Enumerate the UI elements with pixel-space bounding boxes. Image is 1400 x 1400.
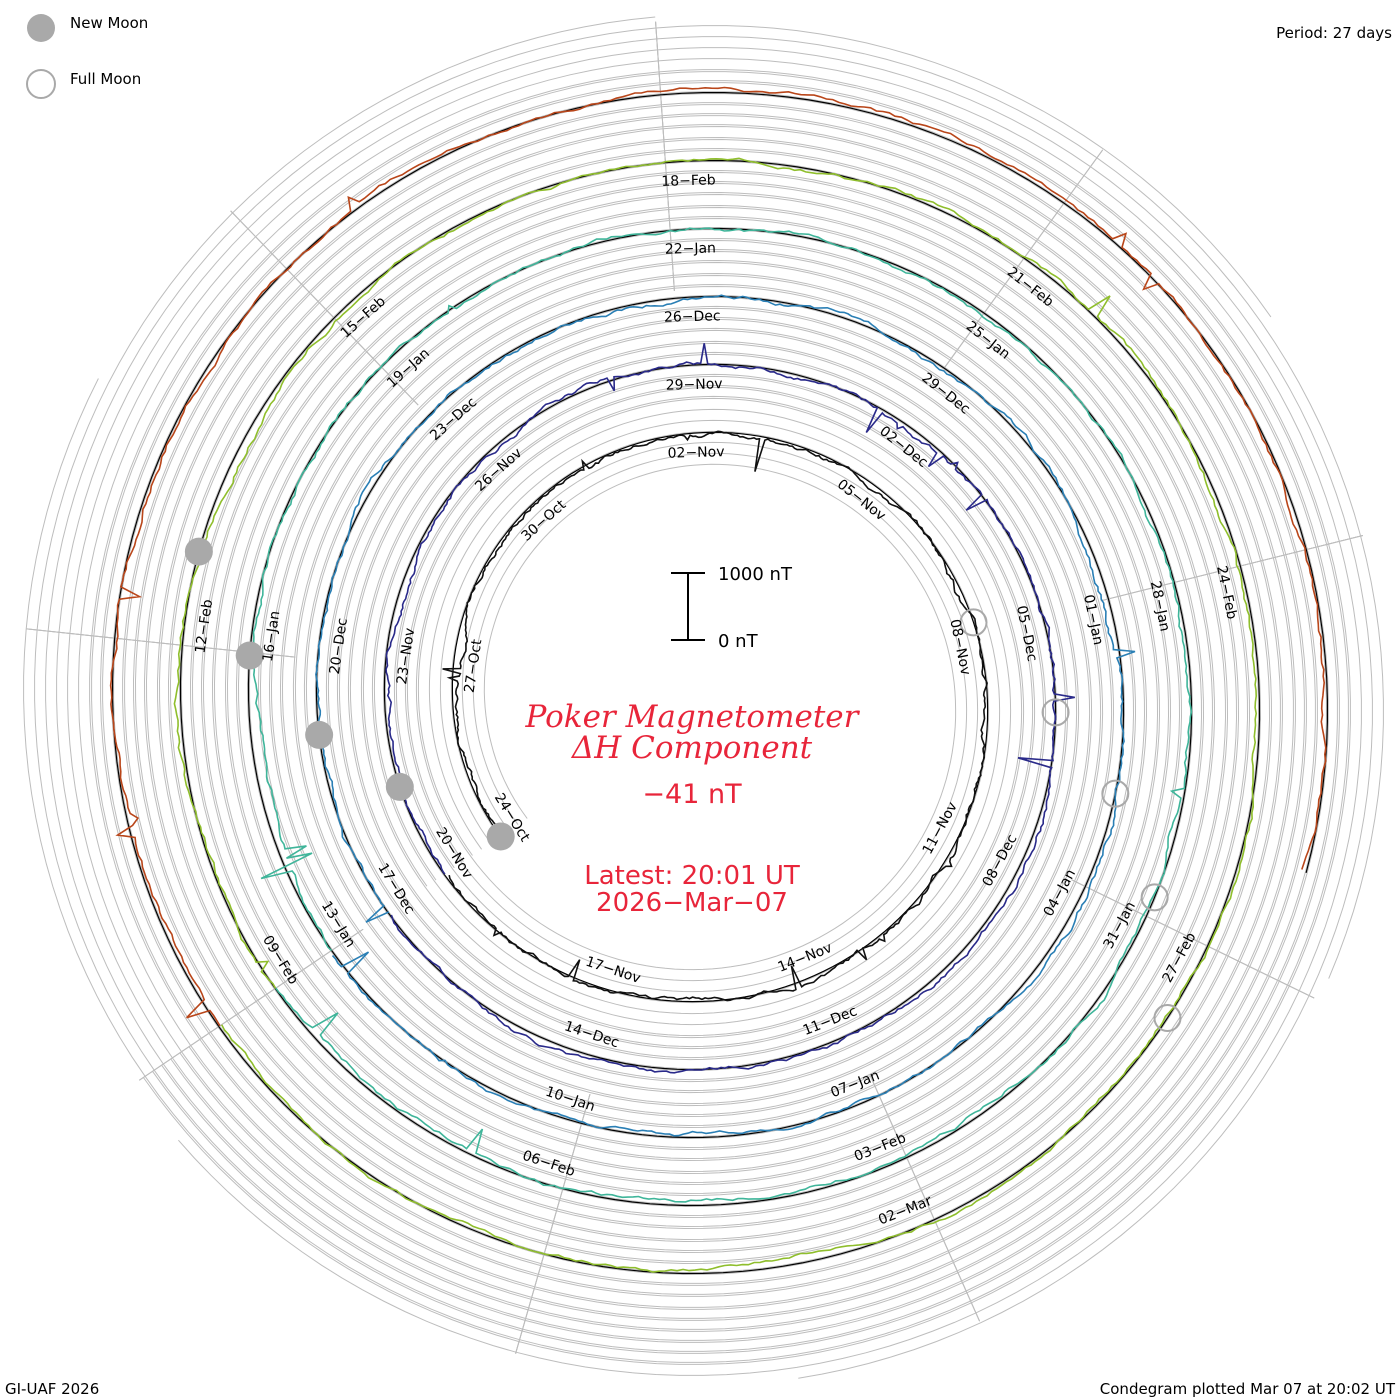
date-label: 05−Nov — [834, 476, 889, 524]
grid-spoke — [230, 210, 419, 406]
grid-ring — [78, 58, 1362, 1376]
full-moon-marker — [959, 608, 988, 637]
new-moon-marker — [235, 641, 264, 670]
grid-ring — [45, 25, 1327, 1341]
grid-spoke — [655, 21, 675, 292]
date-label: 06−Feb — [520, 1148, 577, 1180]
date-label: 08−Dec — [980, 832, 1021, 889]
date-label: 05−Dec — [1013, 604, 1040, 663]
new-moon-marker — [184, 537, 213, 566]
baseline-turn — [112, 92, 1328, 1027]
full-moon-legend-label: Full Moon — [70, 70, 141, 88]
date-label: 18−Feb — [661, 172, 716, 190]
baseline-turn — [179, 159, 1261, 1275]
latest-time: Latest: 20:01 UT — [584, 861, 800, 891]
new-moon-marker — [486, 822, 515, 851]
grid-rings — [23, 16, 1384, 1379]
baseline-turn — [315, 295, 1125, 1139]
series-line-5 — [173, 157, 1258, 1273]
footer-credit: GI-UAF 2026 — [5, 1380, 99, 1398]
date-label: 27−Oct — [462, 638, 486, 694]
date-label: 08−Nov — [946, 618, 973, 677]
date-label: 23−Nov — [394, 627, 418, 686]
grid-spoke — [943, 149, 1104, 369]
latest-date: 2026−Mar−07 — [596, 888, 788, 918]
grid-ring — [67, 47, 1373, 1379]
grid-spokes — [26, 21, 1363, 1354]
date-label: 29−Nov — [666, 376, 723, 394]
chart-title-line1: Poker Magnetometer — [525, 699, 861, 735]
series-line-2 — [385, 343, 1075, 1074]
grid-spoke — [515, 1093, 591, 1354]
grid-spoke — [1100, 535, 1363, 602]
date-label: 02−Nov — [667, 444, 724, 462]
date-label: 26−Dec — [664, 308, 721, 326]
new-moon-marker — [305, 720, 334, 749]
grid-spoke — [1071, 879, 1315, 999]
full-moon-marker — [1041, 698, 1070, 727]
full-moon-legend-icon — [26, 69, 56, 99]
current-value: −41 nT — [642, 779, 742, 810]
date-label: 22−Jan — [665, 240, 717, 257]
scale-bar: 1000 nT 0 nT — [671, 564, 793, 652]
date-label: 17−Nov — [584, 954, 643, 987]
new-moon-legend-icon — [27, 14, 55, 42]
date-label: 16−Jan — [260, 610, 283, 663]
date-label: 28−Jan — [1147, 580, 1173, 633]
date-label: 14−Dec — [562, 1018, 621, 1051]
grid-spoke — [138, 928, 364, 1081]
date-label: 24−Feb — [1213, 564, 1240, 621]
scale-bar-bottom-label: 0 nT — [718, 631, 759, 652]
period-label: Period: 27 days — [1276, 24, 1392, 42]
full-moon-marker — [1140, 883, 1169, 912]
series-line-6 — [109, 86, 1327, 1027]
series-line-4 — [252, 227, 1193, 1203]
chart-title-line2: ΔH Component — [571, 730, 813, 766]
footer-plot-time: Condegram plotted Mar 07 at 20:02 UT — [1100, 1380, 1396, 1398]
full-moon-marker — [1153, 1004, 1182, 1033]
full-moon-marker — [1101, 779, 1130, 808]
series-line-3 — [315, 294, 1136, 1137]
moon-markers — [184, 537, 1182, 1033]
date-label: 12−Feb — [192, 598, 216, 654]
date-label: 10−Jan — [543, 1084, 597, 1115]
scale-bar-top-label: 1000 nT — [718, 564, 793, 585]
new-moon-legend-label: New Moon — [70, 14, 148, 32]
new-moon-marker — [385, 772, 414, 801]
series-line-1 — [442, 430, 988, 1002]
baseline-spirals — [112, 92, 1328, 1275]
grid-ring — [23, 71, 1349, 1363]
date-label: 20−Dec — [327, 617, 351, 675]
grid-spoke — [869, 1074, 981, 1322]
grid-ring — [56, 36, 1384, 1330]
data-series — [109, 86, 1327, 1273]
baseline-turn — [247, 227, 1193, 1207]
